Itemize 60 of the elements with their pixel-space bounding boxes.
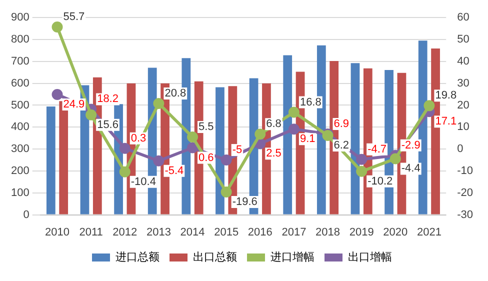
data-label: 18.2 [97,93,118,106]
data-label: 2.5 [266,148,282,160]
y2-tick-label: 0 [457,143,464,156]
legend-label: 进口总额 [116,250,160,264]
y-tick-label: 700 [10,55,30,68]
y-tick-label: 100 [10,186,30,199]
y2-tick-label: -20 [457,186,474,199]
data-label: 16.8 [300,96,322,108]
x-tick-label: 2011 [79,226,103,238]
data-label: 6.8 [266,118,282,130]
legend-label: 进口增幅 [270,250,314,264]
data-label: 5.5 [198,121,214,134]
x-tick-label: 2012 [112,226,138,238]
data-label: -10.4 [130,176,156,188]
data-label: -4.7 [368,143,387,156]
x-tick-label: 2020 [383,226,408,238]
y2-tick-label: 10 [457,121,470,134]
data-label: 55.7 [63,11,85,24]
data-label: -10.2 [368,175,393,188]
data-label: -19.6 [232,196,258,208]
x-tick-label: 2010 [45,226,70,238]
x-tick-label: 2014 [180,226,205,238]
x-tick-label: 2021 [416,226,442,238]
y2-tick-label: 20 [457,99,470,112]
data-label: -5.4 [164,164,184,177]
y2-tick-label: 30 [457,77,470,90]
data-label: -2.9 [401,139,420,152]
y2-tick-label: 50 [457,34,470,46]
data-label: 17.1 [435,116,457,128]
x-tick-label: 2013 [146,226,171,238]
x-tick-label: 2019 [349,226,374,238]
y-tick-label: 500 [10,99,30,112]
data-label: 19.8 [435,90,457,102]
y-tick-label: 900 [10,12,30,24]
y-tick-label: 300 [10,143,30,156]
data-label: 6.9 [334,118,350,130]
y2-tick-label: 60 [457,12,470,24]
x-tick-label: 2018 [316,226,340,238]
y-tick-label: 600 [10,77,30,90]
x-tick-label: 2015 [214,226,239,238]
data-label: 24.9 [63,98,85,111]
data-label: 0.3 [130,132,146,144]
legend-label: 出口总额 [193,250,237,264]
data-label: 9.1 [300,133,316,146]
data-label: 0.6 [198,152,214,164]
data-label: 6.2 [334,140,350,152]
data-label: -5 [232,144,242,156]
y2-tick-label: -10 [457,165,474,178]
y-tick-label: 200 [10,165,30,178]
data-label: 15.6 [97,118,118,131]
y2-tick-label: 40 [457,55,470,68]
data-label: -4.4 [401,162,420,175]
y-tick-label: 800 [10,34,30,46]
y-tick-label: 0 [23,208,30,221]
y2-tick-label: -30 [457,208,474,221]
legend-label: 出口增幅 [348,250,392,264]
x-tick-label: 2017 [282,226,306,238]
y-tick-label: 400 [10,121,30,134]
x-tick-label: 2016 [248,226,272,238]
data-label: 20.8 [164,88,186,100]
